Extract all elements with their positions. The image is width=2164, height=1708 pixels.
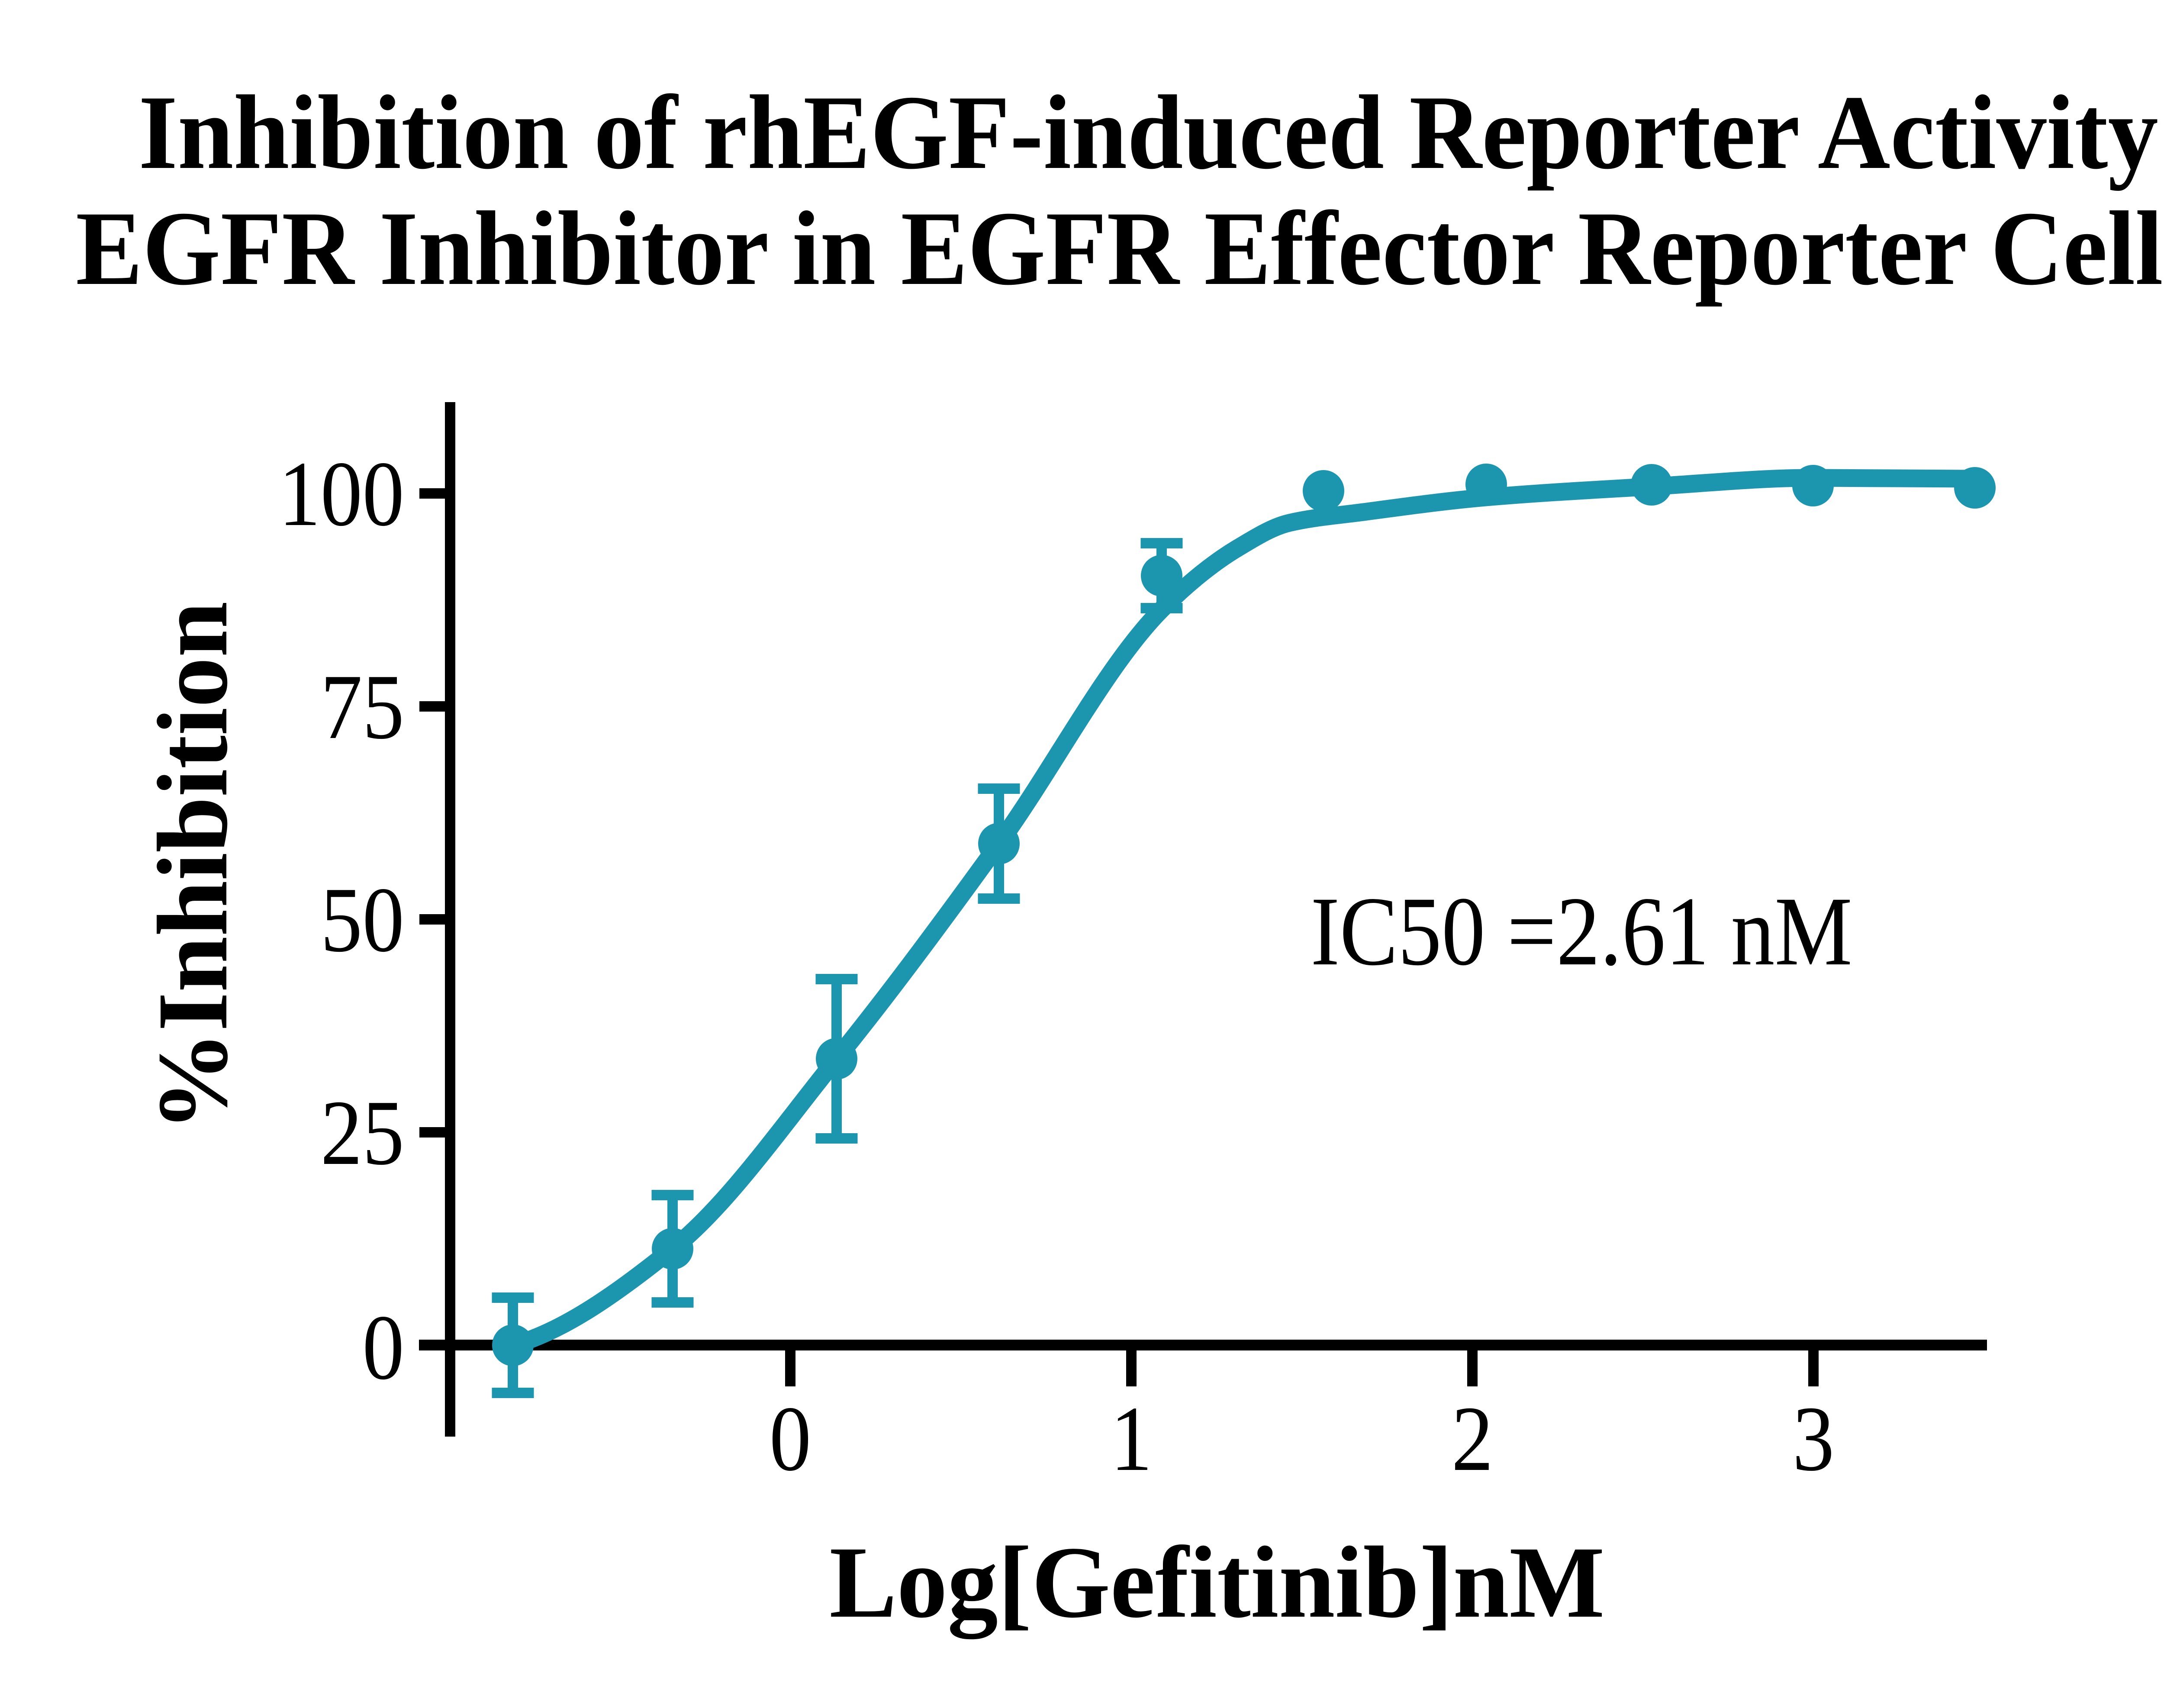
svg-text:75: 75	[321, 656, 404, 759]
svg-text:IC50 =2.61 nM: IC50 =2.61 nM	[1311, 877, 1852, 986]
svg-text:2: 2	[1452, 1388, 1494, 1491]
svg-text:Log[Gefitinib]nM: Log[Gefitinib]nM	[829, 1525, 1604, 1640]
svg-text:%Inhibition: %Inhibition	[137, 601, 248, 1131]
svg-text:0: 0	[770, 1388, 812, 1491]
svg-text:1: 1	[1111, 1388, 1153, 1491]
svg-text:3: 3	[1793, 1388, 1835, 1491]
svg-text:50: 50	[321, 869, 404, 972]
svg-text:EGFR Inhibitor in EGFR Effecto: EGFR Inhibitor in EGFR Effector Reporter…	[76, 190, 2164, 307]
svg-text:Inhibition of rhEGF-induced Re: Inhibition of rhEGF-induced Reporter Act…	[138, 73, 2164, 191]
svg-text:0: 0	[362, 1296, 404, 1399]
svg-text:25: 25	[321, 1082, 404, 1185]
svg-text:100: 100	[279, 443, 404, 546]
